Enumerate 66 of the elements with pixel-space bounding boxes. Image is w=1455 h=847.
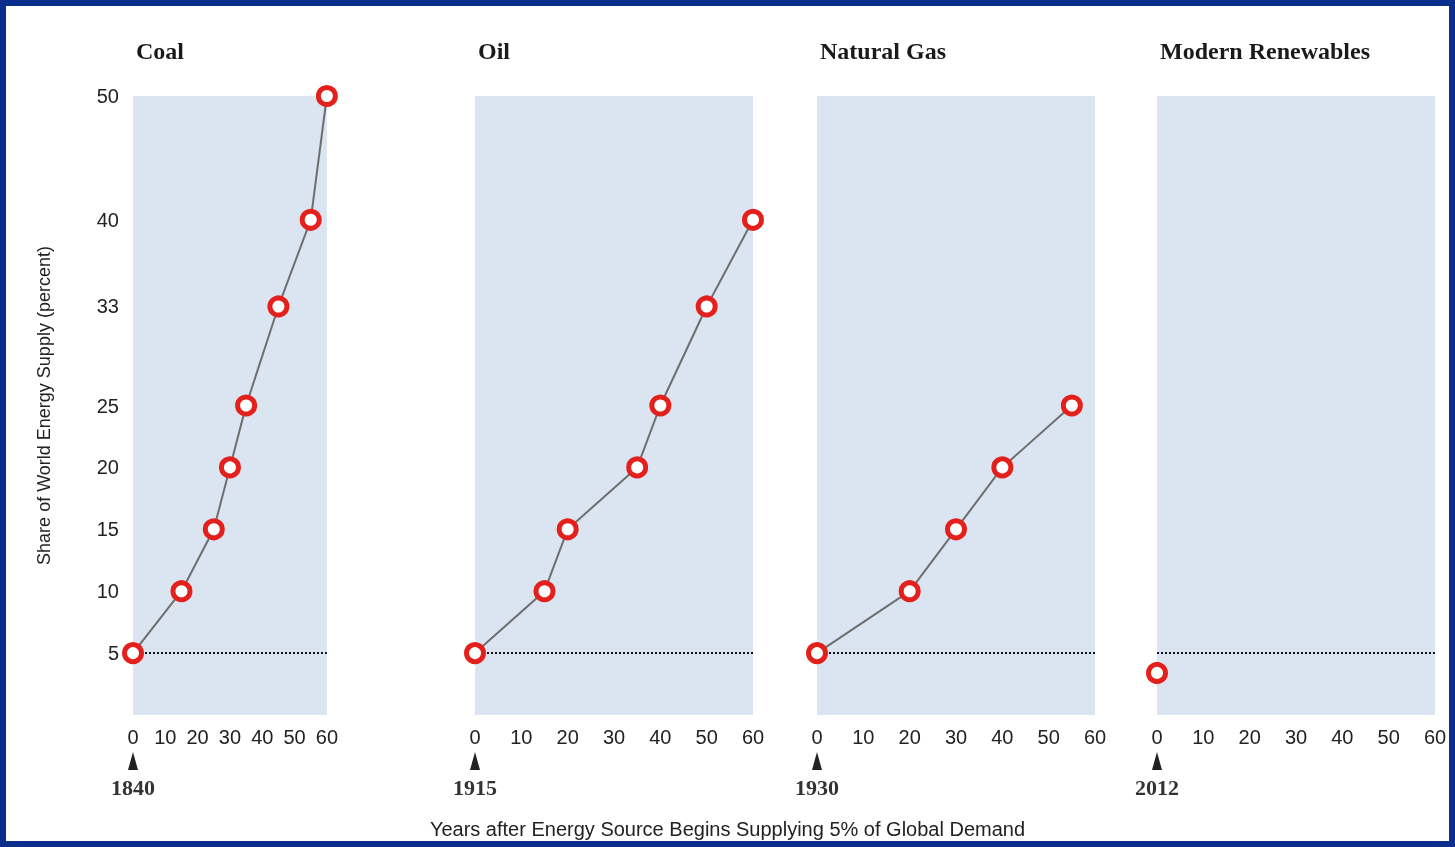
x-tick-label: 20	[1238, 726, 1261, 748]
x-tick-label: 60	[741, 726, 765, 748]
y-tick-label: 50	[96, 85, 119, 107]
text: 1930	[795, 774, 839, 800]
point	[991, 456, 1014, 479]
x-tick-label: 50	[1037, 726, 1060, 748]
point	[806, 642, 828, 665]
text: 1915	[453, 774, 497, 800]
y-tick-label: 33	[96, 295, 119, 318]
x-axis-title: Years after Energy Source Begins Supplying 5% of Global Demand	[428, 818, 1027, 841]
x-tick-label: 10	[510, 726, 533, 748]
point	[315, 85, 338, 107]
text: 2012	[1135, 774, 1179, 800]
point	[626, 456, 649, 479]
x-tick-label: 0	[127, 726, 139, 748]
point	[235, 394, 258, 417]
y-tick-label: 10	[96, 580, 119, 603]
point	[1060, 394, 1083, 417]
x-tick-label: 30	[1284, 726, 1308, 748]
x-tick-label: 40	[1331, 726, 1354, 748]
point	[533, 580, 556, 603]
x-tick-label: 40	[649, 726, 672, 748]
point	[695, 295, 718, 318]
x-tick-label: 30	[944, 726, 968, 748]
x-tick-label: 40	[251, 726, 274, 748]
x-tick-label: 0	[1151, 726, 1163, 748]
x-tick-label: 30	[218, 726, 242, 748]
x-tick-label: 60	[315, 726, 338, 748]
x-tick-label: 20	[898, 726, 921, 748]
x-tick-label: 60	[1423, 726, 1447, 748]
point	[267, 295, 290, 318]
y-tick-label: 15	[96, 518, 119, 541]
x-tick-label: 0	[469, 726, 481, 748]
chart-title: Modern Renewables	[1160, 38, 1370, 64]
text: 1840	[111, 774, 155, 800]
chart-title: Oil	[478, 38, 511, 64]
x-tick-label: 30	[602, 726, 626, 748]
point	[742, 208, 764, 231]
point	[464, 642, 486, 665]
x-tick-label: 50	[1377, 726, 1400, 748]
x-tick-label: 50	[695, 726, 718, 748]
x-tick-label: 10	[852, 726, 875, 748]
point	[299, 208, 322, 231]
chart-title: Natural Gas	[820, 38, 946, 64]
point	[556, 518, 579, 541]
x-tick-label: 50	[283, 726, 306, 748]
point	[945, 518, 967, 541]
x-tick-label: 20	[556, 726, 579, 748]
point	[218, 456, 241, 479]
y-tick-label: 40	[96, 208, 119, 231]
point	[170, 580, 193, 603]
point	[122, 642, 144, 665]
point	[898, 580, 921, 603]
chart-title: Coal	[136, 38, 185, 64]
x-tick-label: 10	[1192, 726, 1215, 748]
x-tick-label: 10	[154, 726, 177, 748]
y-tick-label: 20	[96, 456, 119, 479]
x-tick-label: 40	[991, 726, 1014, 748]
point	[649, 394, 672, 417]
y-tick-label: 5	[107, 642, 119, 665]
x-tick-label: 20	[186, 726, 209, 748]
y-axis-title: Share of World Energy Supply (percent)	[34, 246, 54, 565]
x-tick-label: 60	[1083, 726, 1107, 748]
point	[202, 518, 225, 541]
y-tick-label: 25	[96, 394, 119, 417]
x-tick-label: 0	[811, 726, 823, 748]
